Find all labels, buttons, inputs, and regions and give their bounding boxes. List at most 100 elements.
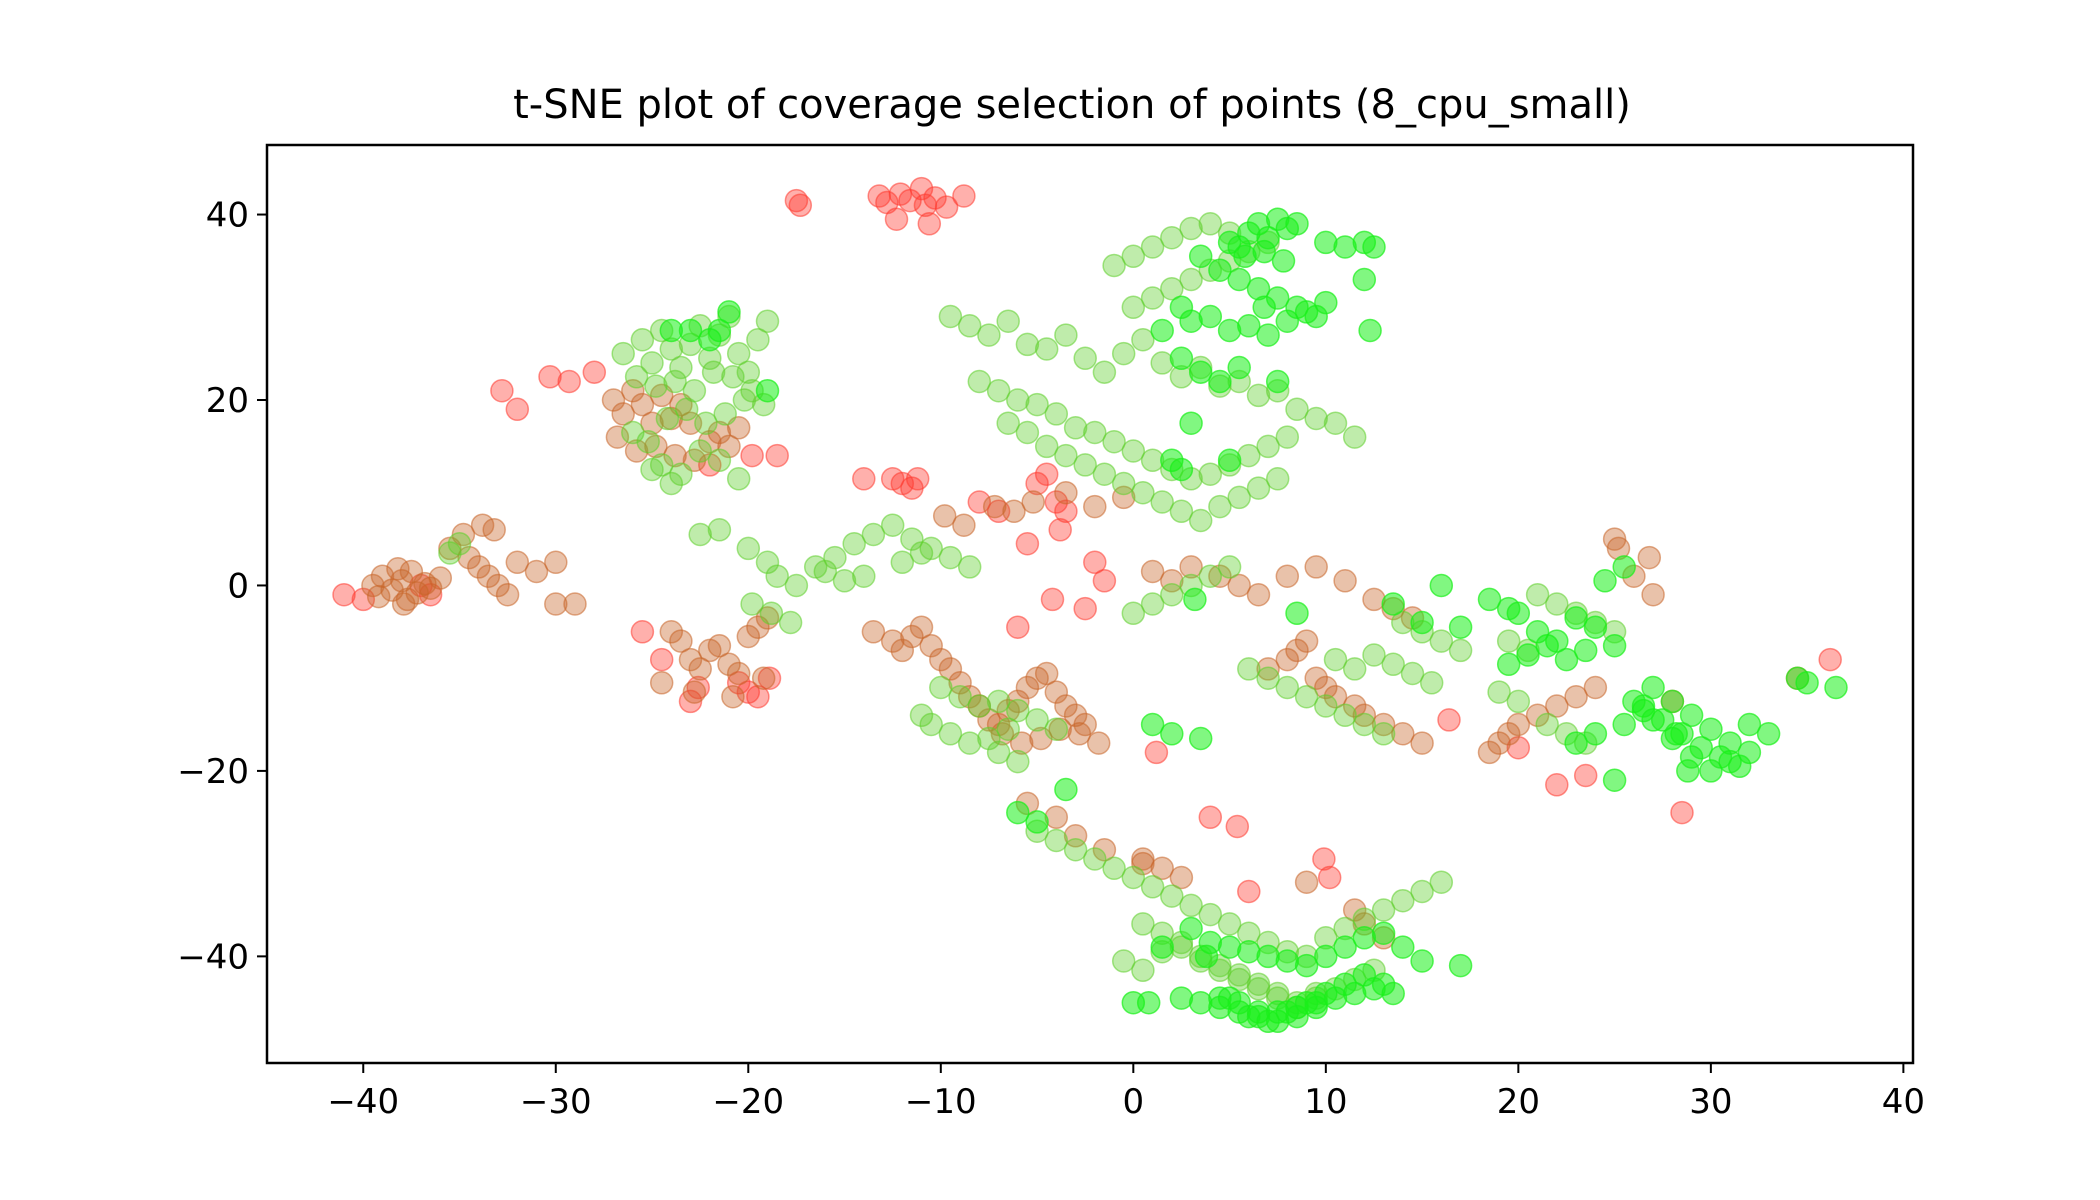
data-point-series-3 <box>1391 888 1415 913</box>
data-point-series-1 <box>1545 773 1569 797</box>
y-tick-label: 40 <box>206 196 249 236</box>
data-point-series-4 <box>1333 972 1357 996</box>
data-point-series-1 <box>1237 879 1261 904</box>
data-point-series-3 <box>1198 564 1223 588</box>
data-point-series-1 <box>917 212 942 236</box>
data-point-series-3 <box>967 369 992 394</box>
data-point-series-3 <box>1034 337 1059 361</box>
data-point-series-2 <box>1169 865 1194 890</box>
data-point-series-3 <box>1092 360 1117 384</box>
data-point-series-2 <box>938 657 963 681</box>
data-point-series-3 <box>1015 332 1040 357</box>
data-point-series-3 <box>1496 629 1521 653</box>
data-point-series-2 <box>1314 675 1338 700</box>
data-point-series-3 <box>977 726 1001 751</box>
data-point-series-1 <box>852 467 876 491</box>
data-point-series-4 <box>1237 939 1261 964</box>
chart-title: t-SNE plot of coverage selection of poin… <box>513 82 1631 128</box>
data-point-series-1 <box>649 647 674 672</box>
data-point-series-3 <box>726 467 751 491</box>
data-point-series-3 <box>1111 949 1136 973</box>
data-point-series-4 <box>1198 304 1223 329</box>
data-point-series-1 <box>505 397 530 422</box>
data-point-series-2 <box>659 620 684 644</box>
data-point-series-4 <box>1602 633 1627 658</box>
data-point-series-3 <box>1111 341 1136 366</box>
y-tick-label: 20 <box>206 381 249 421</box>
data-point-series-4 <box>659 318 684 343</box>
data-point-series-4 <box>1208 369 1232 394</box>
data-point-series-1 <box>967 490 992 514</box>
data-point-series-3 <box>1429 870 1454 894</box>
data-point-series-3 <box>1256 434 1280 459</box>
data-point-series-4 <box>1352 926 1377 950</box>
data-point-series-2 <box>1002 499 1026 524</box>
data-point-series-4 <box>1054 777 1078 802</box>
data-point-series-2 <box>544 550 568 575</box>
data-point-series-2 <box>957 684 982 709</box>
data-point-series-4 <box>1448 953 1473 978</box>
data-point-series-2 <box>880 629 905 653</box>
data-point-series-3 <box>688 522 712 547</box>
data-point-series-3 <box>1285 397 1309 422</box>
data-point-series-2 <box>1150 856 1174 881</box>
data-point-series-3 <box>986 689 1011 714</box>
data-point-series-2 <box>611 402 635 426</box>
data-point-series-3 <box>1342 425 1367 449</box>
data-point-series-2 <box>370 564 395 588</box>
data-point-series-2 <box>1140 559 1165 584</box>
data-point-series-3 <box>1169 499 1194 524</box>
data-point-series-4 <box>1150 318 1174 343</box>
data-point-series-2 <box>1054 480 1078 505</box>
data-point-series-3 <box>1150 351 1174 375</box>
data-point-series-2 <box>1525 703 1550 728</box>
data-point-series-2 <box>678 647 703 672</box>
data-point-series-3 <box>1179 216 1203 241</box>
data-point-series-4 <box>1285 1004 1309 1029</box>
data-point-series-4 <box>1448 615 1473 639</box>
data-point-series-3 <box>1362 643 1386 667</box>
data-point-series-3 <box>1487 680 1511 704</box>
data-point-series-2 <box>1564 684 1588 709</box>
data-point-series-2 <box>386 557 410 581</box>
data-point-series-2 <box>948 671 972 695</box>
data-point-series-3 <box>852 564 876 588</box>
data-point-series-4 <box>1314 944 1338 969</box>
data-point-series-4 <box>1025 810 1049 834</box>
data-point-series-3 <box>1121 601 1146 626</box>
data-point-series-1 <box>884 207 909 231</box>
data-point-series-1 <box>1225 814 1250 839</box>
data-point-series-4 <box>1252 295 1276 320</box>
data-point-series-4 <box>717 300 741 324</box>
data-point-series-1 <box>1054 499 1078 524</box>
data-point-series-3 <box>996 411 1020 435</box>
data-point-series-3 <box>1256 666 1280 690</box>
data-point-series-3 <box>880 513 905 537</box>
data-point-series-3 <box>1131 480 1155 505</box>
data-point-series-4 <box>1824 675 1848 700</box>
data-point-series-2 <box>457 545 481 570</box>
data-point-series-3 <box>447 531 472 556</box>
data-point-series-3 <box>1265 467 1290 491</box>
data-point-series-2 <box>1545 694 1569 718</box>
data-point-series-3 <box>890 550 915 575</box>
data-point-series-3 <box>1227 967 1251 992</box>
data-point-series-3 <box>640 351 664 375</box>
data-point-series-4 <box>1304 995 1328 1020</box>
data-point-series-3 <box>1025 708 1049 732</box>
data-point-series-4 <box>1362 235 1386 259</box>
data-point-series-2 <box>996 698 1020 723</box>
data-point-series-1 <box>1144 740 1169 765</box>
data-point-series-2 <box>751 666 776 690</box>
data-point-series-2 <box>361 573 385 598</box>
data-point-series-3 <box>1025 392 1049 417</box>
data-point-series-3 <box>755 309 780 333</box>
data-point-series-2 <box>1641 582 1665 607</box>
data-point-series-1 <box>686 675 710 700</box>
data-point-series-1 <box>765 443 789 468</box>
data-point-series-3 <box>996 309 1020 333</box>
data-point-series-4 <box>1183 587 1207 612</box>
data-point-series-3 <box>909 703 934 728</box>
data-point-series-1 <box>332 582 356 607</box>
data-point-series-1 <box>1025 471 1049 496</box>
